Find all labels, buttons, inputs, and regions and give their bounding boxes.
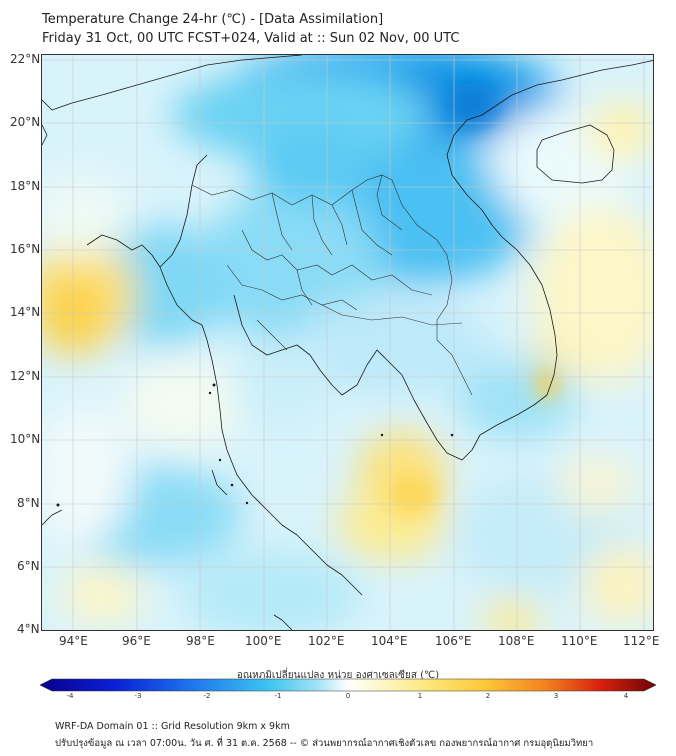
footer-model-info: WRF-DA Domain 01 :: Grid Resolution 9km …	[55, 721, 290, 732]
lon-label: 110°E	[561, 634, 598, 648]
lat-label: 22°N	[10, 52, 41, 66]
island-dots	[56, 383, 454, 507]
colorbar-tick: 2	[485, 692, 491, 700]
map-subtitle: Friday 31 Oct, 00 UTC FCST+024, Valid at…	[42, 31, 460, 46]
lon-label: 106°E	[435, 634, 472, 648]
admin-borders	[191, 174, 473, 396]
colorbar-tick: 0	[345, 692, 351, 700]
map-canvas	[42, 55, 653, 630]
colorbar-tick: 1	[417, 692, 423, 700]
lon-label: 112°E	[623, 634, 660, 648]
lon-label: 102°E	[308, 634, 345, 648]
temperature-field-detail	[387, 83, 557, 515]
lat-label: 10°N	[10, 432, 41, 446]
lat-label: 4°N	[17, 622, 40, 636]
lon-label: 108°E	[498, 634, 535, 648]
footer-credit: ปรับปรุงข้อมูล ณ เวลา 07:00น. วัน ศ. ที่…	[55, 738, 594, 749]
lon-label: 94°E	[59, 634, 88, 648]
lon-label: 96°E	[122, 634, 151, 648]
lat-label: 16°N	[10, 242, 41, 256]
lat-label: 6°N	[17, 559, 40, 573]
lon-label: 98°E	[186, 634, 215, 648]
lon-label: 100°E	[245, 634, 282, 648]
colorbar-tick: -1	[274, 692, 282, 700]
colorbar-tick: -4	[66, 692, 74, 700]
map-title: Temperature Change 24-hr (℃) - [Data Ass…	[42, 12, 384, 27]
coastlines	[42, 55, 653, 630]
lat-label: 14°N	[10, 305, 41, 319]
colorbar-tick: -2	[203, 692, 211, 700]
lat-label: 12°N	[10, 369, 41, 383]
colorbar-tick: 3	[553, 692, 559, 700]
lat-label: 8°N	[17, 496, 40, 510]
colorbar-tick: 4	[623, 692, 629, 700]
colorbar-ramp	[40, 678, 656, 692]
lat-label: 18°N	[10, 179, 41, 193]
colorbar-label: อุณหภูมิเปลี่ยนแปลง หน่วย องศาเซลเซียส (…	[236, 670, 440, 681]
lat-lon-grid	[42, 55, 653, 630]
lon-label: 104°E	[371, 634, 408, 648]
lat-label: 20°N	[10, 115, 41, 129]
colorbar	[40, 678, 656, 692]
colorbar-tick: -3	[134, 692, 142, 700]
temperature-change-map	[41, 54, 654, 631]
